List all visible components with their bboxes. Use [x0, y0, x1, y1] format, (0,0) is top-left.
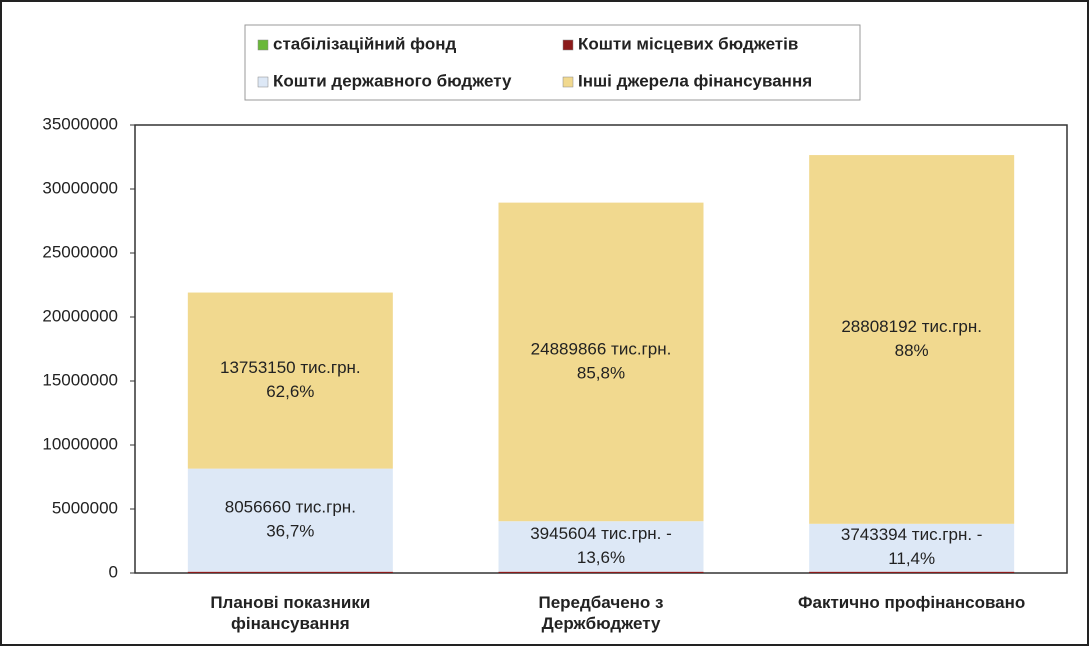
y-tick-label: 5000000 — [52, 498, 118, 517]
bar-segment — [809, 523, 1015, 572]
data-label: 8056660 тис.грн. — [225, 498, 356, 517]
x-tick-label: Фактично профінансовано — [798, 593, 1026, 612]
legend-swatch — [562, 39, 574, 51]
legend-label: Кошти державного бюджету — [273, 71, 512, 90]
data-label: 36,7% — [266, 522, 314, 541]
bar-segment — [187, 571, 393, 573]
data-label: 62,6% — [266, 382, 314, 401]
legend-label: Інші джерела фінансування — [578, 71, 812, 90]
legend-label: стабілізаційний фонд — [273, 34, 456, 53]
x-tick-label: Передбачено з Держбюджету — [538, 593, 664, 633]
bar-segment — [809, 155, 1015, 524]
x-tick-label: Планові показники фінансування — [210, 593, 371, 633]
y-tick-label: 10000000 — [42, 434, 118, 453]
bar-segment — [187, 468, 393, 572]
y-tick-label: 30000000 — [42, 178, 118, 197]
data-label: 13753150 тис.грн. — [220, 358, 361, 377]
data-label: 28808192 тис.грн. — [841, 317, 982, 336]
legend-label: Кошти місцевих бюджетів — [578, 34, 798, 53]
y-tick-label: 0 — [109, 562, 118, 581]
data-label: 13,6% — [577, 548, 625, 567]
y-tick-label: 20000000 — [42, 306, 118, 325]
bar-segment — [187, 292, 393, 469]
data-label: 3743394 тис.грн. - — [841, 525, 983, 544]
legend-swatch — [257, 39, 269, 51]
data-label: 85,8% — [577, 363, 625, 382]
bar-segment — [809, 571, 1015, 573]
legend-swatch — [562, 76, 574, 88]
y-tick-label: 35000000 — [42, 114, 118, 133]
legend-box — [244, 24, 861, 101]
bar-segment — [498, 521, 704, 572]
bar-segment — [498, 202, 704, 522]
bar-segment — [498, 571, 704, 573]
data-label: 3945604 тис.грн. - — [530, 524, 672, 543]
data-label: 88% — [895, 341, 929, 360]
y-tick-label: 15000000 — [42, 370, 118, 389]
data-label: 24889866 тис.грн. — [531, 339, 672, 358]
y-tick-label: 25000000 — [42, 242, 118, 261]
legend-swatch — [257, 76, 269, 88]
data-label: 11,4% — [888, 549, 935, 568]
